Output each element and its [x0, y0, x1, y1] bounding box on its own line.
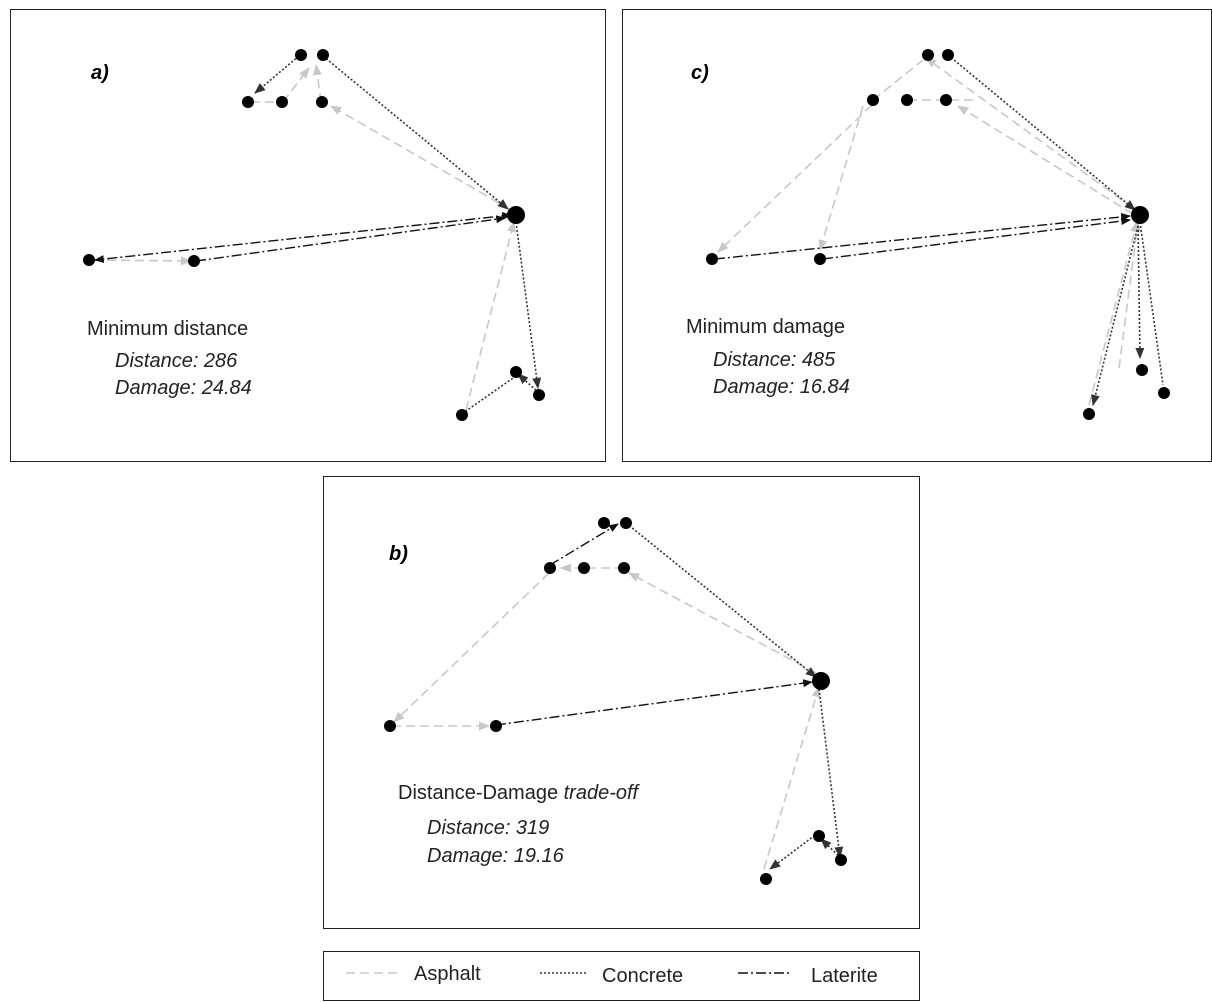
laterite-route	[94, 212, 512, 263]
concrete-route	[625, 522, 817, 678]
node	[295, 49, 307, 61]
node	[867, 94, 879, 106]
legend-asphalt-label: Asphalt	[414, 963, 481, 985]
node	[1158, 387, 1170, 399]
laterite-route	[714, 213, 1131, 260]
route-diagram-c: c) Minimum damage Distance: 485 Damage: …	[686, 49, 1170, 420]
node	[620, 517, 632, 529]
asphalt-route	[1118, 220, 1142, 369]
laterite-route	[549, 523, 619, 566]
node	[1136, 364, 1148, 376]
panel-minimum-damage: c) Minimum damage Distance: 485 Damage: …	[622, 9, 1212, 462]
asphalt-route	[465, 220, 516, 411]
node	[188, 255, 200, 267]
depot-node	[1131, 206, 1149, 224]
concrete-route	[1139, 221, 1164, 386]
asphalt-route	[393, 572, 550, 723]
panel-title-italic: trade-off	[564, 782, 641, 804]
node	[760, 873, 772, 885]
asphalt-route	[92, 256, 193, 266]
node	[922, 49, 934, 61]
panel-tag: b)	[389, 543, 408, 565]
node	[510, 366, 522, 378]
node	[317, 49, 329, 61]
node	[384, 720, 396, 732]
panel-title: Minimum damage	[686, 316, 845, 338]
concrete-route	[818, 688, 844, 859]
asphalt-route	[330, 105, 512, 211]
concrete-route	[254, 55, 300, 94]
node	[242, 96, 254, 108]
asphalt-route	[628, 572, 817, 674]
asphalt-route	[763, 685, 821, 870]
panel-title: Minimum distance	[87, 318, 248, 340]
damage-value: Damage: 24.84	[115, 377, 252, 399]
node	[901, 94, 913, 106]
asphalt-route	[1088, 220, 1139, 406]
node	[276, 96, 288, 108]
node	[835, 854, 847, 866]
node	[544, 562, 556, 574]
node	[533, 389, 545, 401]
asphalt-route	[872, 59, 924, 101]
node	[942, 49, 954, 61]
legend-graphic: Asphalt Concrete Laterite	[346, 963, 878, 987]
panel-tag: c)	[691, 62, 709, 84]
panel-title-prefix: Distance-Damage	[398, 782, 564, 804]
depot-node	[507, 206, 525, 224]
concrete-route	[517, 373, 540, 394]
asphalt-route	[818, 105, 864, 252]
node	[456, 409, 468, 421]
node	[316, 96, 328, 108]
node	[814, 253, 826, 265]
concrete-route	[947, 54, 1136, 211]
laterite-route	[495, 679, 813, 726]
asphalt-route	[717, 104, 873, 253]
node	[1083, 408, 1095, 420]
concrete-route	[1135, 221, 1145, 360]
distance-value: Distance: 485	[713, 349, 836, 371]
node	[813, 830, 825, 842]
concrete-route	[820, 838, 842, 859]
legend-laterite-label: Laterite	[811, 965, 878, 987]
damage-value: Damage: 16.84	[713, 376, 850, 398]
node	[598, 517, 610, 529]
panel-trade-off: b) Distance-Damage trade-off Distance: 3…	[323, 476, 920, 929]
legend: Asphalt Concrete Laterite	[323, 951, 920, 1001]
panel-minimum-distance: a) Minimum distance Distance: 286 Damage…	[10, 9, 606, 462]
distance-value: Distance: 286	[115, 350, 238, 372]
node	[578, 562, 590, 574]
legend-concrete-label: Concrete	[602, 965, 683, 987]
panel-tag: a)	[91, 62, 109, 84]
route-diagram-a: a) Minimum distance Distance: 286 Damage…	[83, 49, 545, 421]
distance-value: Distance: 319	[427, 817, 549, 839]
route-diagram-b: b) Distance-Damage trade-off Distance: 3…	[384, 517, 847, 885]
node	[940, 94, 952, 106]
asphalt-route	[957, 105, 1134, 215]
laterite-route	[195, 215, 506, 262]
node	[618, 562, 630, 574]
concrete-route	[322, 55, 509, 210]
node	[490, 720, 502, 732]
depot-node	[812, 672, 830, 690]
node	[83, 254, 95, 266]
asphalt-route	[312, 63, 322, 103]
concrete-route	[515, 221, 542, 390]
laterite-route	[822, 217, 1131, 260]
damage-value: Damage: 19.16	[427, 845, 565, 867]
node	[706, 253, 718, 265]
concrete-route	[1091, 221, 1140, 407]
panel-title: Distance-Damage trade-off	[398, 782, 641, 804]
asphalt-route	[282, 67, 310, 103]
asphalt-route	[925, 57, 1134, 209]
concrete-route	[769, 832, 819, 870]
